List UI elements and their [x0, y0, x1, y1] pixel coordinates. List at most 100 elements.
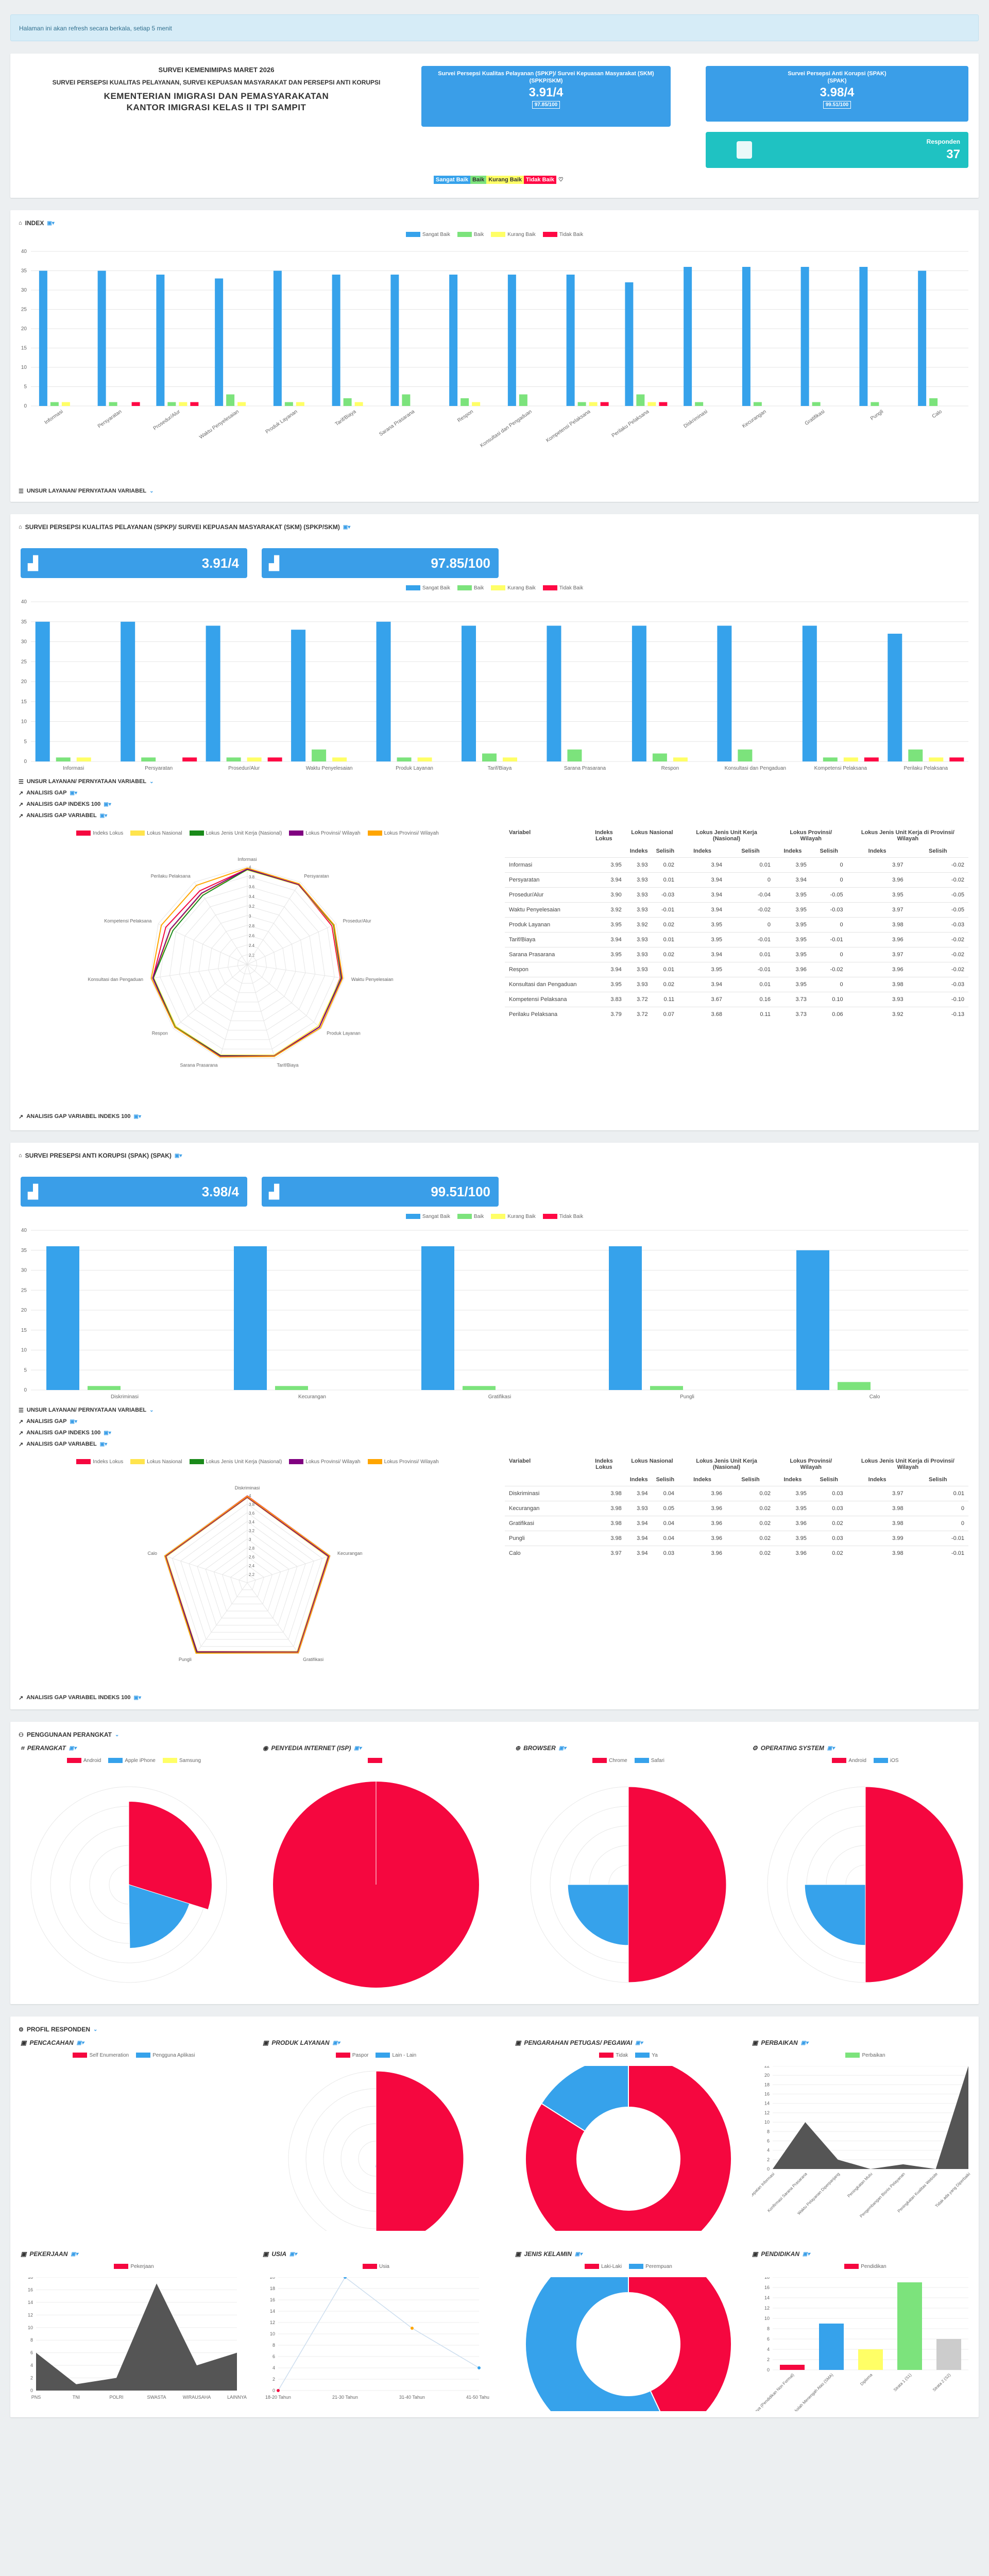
bar — [812, 402, 821, 406]
table-cell: -0.02 — [810, 962, 847, 977]
export-icon[interactable]: ▣▾ — [558, 1745, 567, 1751]
y-tick-label: 0 — [767, 2367, 770, 2372]
spak-gapvar-link[interactable]: ↗ ANALISIS GAP VARIABEL ▣▾ — [19, 1441, 108, 1448]
spkp-radar-legend: Indeks Lokus Lokus Nasional Lokus Jenis Un… — [21, 831, 494, 836]
radar-spoke — [247, 923, 337, 965]
export-icon[interactable]: ▣▾ — [800, 2040, 809, 2046]
spkp-unsur-link[interactable]: ☰ UNSUR LAYANAN/ PERNYATAAN VARIABEL ⌄ — [19, 778, 154, 785]
export-icon[interactable]: ▣▾ — [635, 2040, 643, 2046]
spak-gapvar100-link[interactable]: ↗ ANALISIS GAP VARIABEL INDEKS 100 ▣▾ — [19, 1694, 142, 1701]
table-cell: 3.95 — [774, 1501, 811, 1516]
export-icon[interactable]: ▣▾ — [803, 2251, 810, 2257]
export-icon[interactable]: ▣▾ — [827, 1745, 835, 1751]
chart-card: ▣ PENGARAHAN PETUGAS/ PEGAWAI ▣▾ Tidak Ya — [515, 2037, 742, 2233]
legend-sangat-baik: Sangat Baik — [405, 232, 450, 238]
table-row: Produk Layanan 3.95 3.92 0.02 3.95 0 3.95 0 3.98… — [505, 917, 968, 933]
bar — [600, 402, 609, 406]
radar-grid — [208, 925, 286, 1003]
spak-unsur-link[interactable]: ☰ UNSUR LAYANAN/ PERNYATAAN VARIABEL ⌄ — [19, 1407, 154, 1414]
radar-tick-label: 3.4 — [249, 894, 255, 899]
export-icon[interactable]: ▣▾ — [575, 2251, 583, 2257]
spak-gap100-link[interactable]: ↗ ANALISIS GAP INDEKS 100 ▣▾ — [19, 1430, 111, 1436]
area-chart-icon: ↗ — [19, 1418, 24, 1425]
x-tick-label: Kecepatan Informasi — [752, 2172, 776, 2201]
table-header: Lokus Nasional — [631, 1458, 673, 1464]
bar — [936, 2339, 961, 2370]
spkp-gap-link[interactable]: ↗ ANALISIS GAP ▣▾ — [19, 790, 77, 796]
y-tick-label: 0 — [767, 2166, 770, 2172]
y-tick-label: 12 — [764, 2306, 770, 2311]
y-tick-label: 10 — [764, 2316, 770, 2321]
bar — [652, 753, 667, 761]
spkp-gap100-link[interactable]: ↗ ANALISIS GAP INDEKS 100 ▣▾ — [19, 801, 111, 808]
chart-title: ▣ PENCACAHAN ▣▾ — [21, 2039, 84, 2046]
export-icon: ▣▾ — [99, 1441, 108, 1447]
table-cell: Perilaku Pelaksana — [505, 1007, 582, 1022]
radar-grid — [179, 895, 316, 1031]
export-icon[interactable]: ▣▾ — [354, 1745, 362, 1751]
x-tick-label: Respon — [661, 766, 679, 771]
spak-card-title: Survei Persepsi Anti Korupsi (SPAK) — [788, 71, 886, 77]
spak-gap-link[interactable]: ↗ ANALISIS GAP ▣▾ — [19, 1418, 77, 1425]
table-subheader: Indeks — [693, 848, 711, 854]
table-cell: Tarif/Biaya — [505, 932, 582, 947]
index-unsur-link[interactable]: ☰ UNSUR LAYANAN/ PERNYATAAN VARIABEL ⌄ — [19, 488, 154, 495]
spkp-gapvar-link[interactable]: ↗ ANALISIS GAP VARIABEL ▣▾ — [19, 812, 108, 819]
y-tick-label: 16 — [270, 2297, 275, 2302]
y-tick-label: 6 — [30, 2350, 33, 2355]
table-row: Sarana Prasarana 3.95 3.93 0.02 3.94 0.01 3.95… — [505, 947, 968, 962]
export-icon[interactable]: ▣▾ — [332, 2040, 340, 2046]
spkp-bar-chart: 0 5 10 15 20 25 30 35 40 Informasi Persyaratan Pros… — [21, 599, 968, 771]
radar-tick-label: 2.8 — [249, 924, 255, 928]
table-row: Gratifikasi 3.98 3.94 0.04 3.96 0.02 3.96 0.02 3… — [505, 1516, 968, 1531]
legend-item: Android — [66, 1758, 101, 1764]
index-bar-chart: 0 5 10 15 20 25 30 35 40 Informasi Persyaratan Pros… — [21, 249, 968, 449]
table-cell: 0.06 — [810, 1007, 847, 1022]
bar — [354, 402, 363, 406]
spak-index-box: ▟ 3.98/4 — [21, 1177, 247, 1207]
export-icon[interactable]: ▣▾ — [174, 1153, 182, 1159]
polar-segment — [128, 1884, 190, 1948]
y-tick-label: 0 — [24, 1387, 27, 1393]
x-tick-label: 41-50 Tahun — [466, 2395, 489, 2400]
table-cell: -0.02 — [907, 872, 968, 888]
y-tick-label: 0 — [24, 403, 27, 409]
y-tick-label: 5 — [24, 739, 27, 744]
spak-card[interactable]: Survei Persepsi Anti Korupsi (SPAK) (SPA… — [706, 66, 968, 122]
bar — [141, 757, 156, 761]
export-icon[interactable]: ▣▾ — [76, 2040, 84, 2046]
radar-grid — [205, 1538, 289, 1619]
bar — [843, 757, 858, 761]
export-icon[interactable]: ▣▾ — [69, 1745, 77, 1751]
respondent-card[interactable]: Responden 37 — [706, 132, 968, 168]
chart-legend: Android Apple iPhone Samsung — [21, 1758, 247, 1764]
chart-svg — [133, 2066, 134, 2107]
y-tick-label: 8 — [767, 2129, 770, 2134]
chevron-down-icon[interactable]: ⌄ — [115, 1732, 120, 1738]
table-cell: 3.96 — [678, 1501, 726, 1516]
spak-links: ☰ UNSUR LAYANAN/ PERNYATAAN VARIABEL ⌄ ↗ AN… — [10, 1404, 162, 1450]
export-icon[interactable]: ▣▾ — [47, 220, 55, 226]
radar-tick-label: 3.6 — [249, 885, 255, 889]
table-cell: -0.01 — [810, 932, 847, 947]
index-title: INDEX — [25, 219, 44, 227]
export-icon[interactable]: ▣▾ — [343, 524, 351, 530]
header-line4: KANTOR IMIGRASI KELAS II TPI SAMPIT — [126, 103, 306, 112]
y-tick-label: 18 — [764, 2277, 770, 2280]
table-subheader: Selisih — [820, 848, 838, 854]
chevron-down-icon[interactable]: ⌄ — [93, 2026, 98, 2032]
table-cell: 0.01 — [907, 1486, 968, 1501]
respondent-icon — [737, 141, 752, 159]
radar-spoke — [247, 964, 321, 1029]
export-icon[interactable]: ▣▾ — [71, 2251, 78, 2257]
bar — [503, 757, 517, 761]
bar — [131, 402, 140, 406]
spkp-gapvar100-link[interactable]: ↗ ANALISIS GAP VARIABEL INDEKS 100 ▣▾ — [19, 1113, 142, 1120]
spkp-card[interactable]: Survei Persepsi Kualitas Pelayanan (SPKP… — [421, 66, 671, 127]
table-cell: 0.03 — [810, 1486, 847, 1501]
export-icon[interactable]: ▣▾ — [289, 2251, 297, 2257]
y-tick-label: 15 — [21, 346, 27, 351]
table-cell: 3.93 — [625, 962, 652, 977]
line-point — [344, 2277, 347, 2279]
table-cell: 3.92 — [582, 902, 626, 918]
